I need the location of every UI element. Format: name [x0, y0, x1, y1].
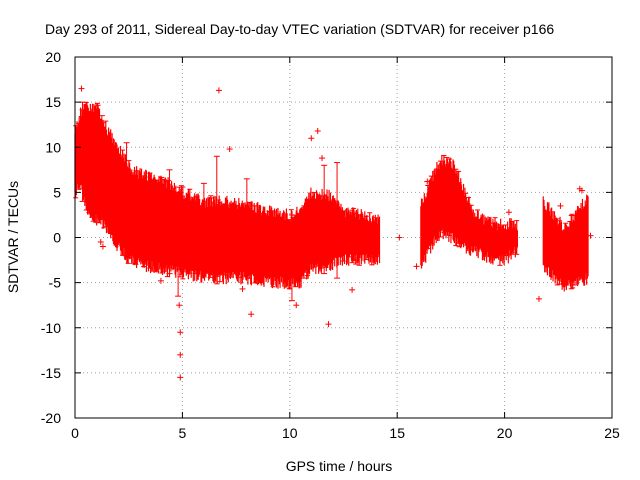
data-point: [587, 232, 594, 239]
data-point: [557, 202, 564, 209]
data-point: [396, 234, 403, 241]
data-point: [99, 243, 106, 250]
data-point: [177, 374, 184, 381]
data-point: [239, 285, 246, 292]
y-tick-label: -5: [49, 275, 62, 291]
data-point: [226, 146, 233, 153]
y-tick-label: 15: [45, 94, 61, 110]
data-point: [424, 178, 431, 185]
data-point: [97, 239, 104, 246]
data-point: [413, 263, 420, 270]
axis-ticks: 0 5 10 15 20 25 -20 -15 -10 -5 0 5 10 15 20: [41, 49, 620, 441]
data-point: [535, 295, 542, 302]
x-tick-label: 25: [604, 425, 620, 441]
y-tick-label: 5: [53, 184, 61, 200]
chart-title: Day 293 of 2011, Sidereal Day-to-day VTE…: [45, 21, 554, 37]
band-segment-1: [73, 101, 381, 290]
data-point: [78, 85, 85, 92]
x-tick-label: 20: [497, 425, 513, 441]
x-tick-label: 5: [179, 425, 187, 441]
data-point: [157, 277, 164, 284]
data-point: [308, 135, 315, 142]
band-segment-3: [542, 194, 589, 292]
data-point: [293, 302, 300, 309]
data-point: [314, 128, 321, 135]
y-tick-label: -10: [41, 320, 61, 336]
y-tick-label: -15: [41, 365, 61, 381]
data-point: [578, 187, 585, 194]
data-point: [215, 87, 222, 94]
data-point: [505, 209, 512, 216]
data-point: [176, 302, 183, 309]
data-point: [349, 286, 356, 293]
data-point: [325, 321, 332, 328]
data-point: [177, 329, 184, 336]
y-tick-label: -20: [41, 410, 61, 426]
data-point: [248, 311, 255, 318]
y-tick-label: 10: [45, 139, 61, 155]
x-tick-label: 10: [282, 425, 298, 441]
data-point: [319, 155, 326, 162]
data-point: [177, 351, 184, 358]
band-segment-2: [420, 154, 520, 269]
data-series-sdtvar: [73, 85, 594, 381]
x-tick-label: 15: [389, 425, 405, 441]
x-axis-title: GPS time / hours: [286, 458, 393, 474]
x-tick-label: 0: [71, 425, 79, 441]
y-tick-label: 20: [45, 49, 61, 65]
y-tick-label: 0: [53, 230, 61, 246]
y-axis-title: SDTVAR / TECUs: [5, 181, 21, 293]
